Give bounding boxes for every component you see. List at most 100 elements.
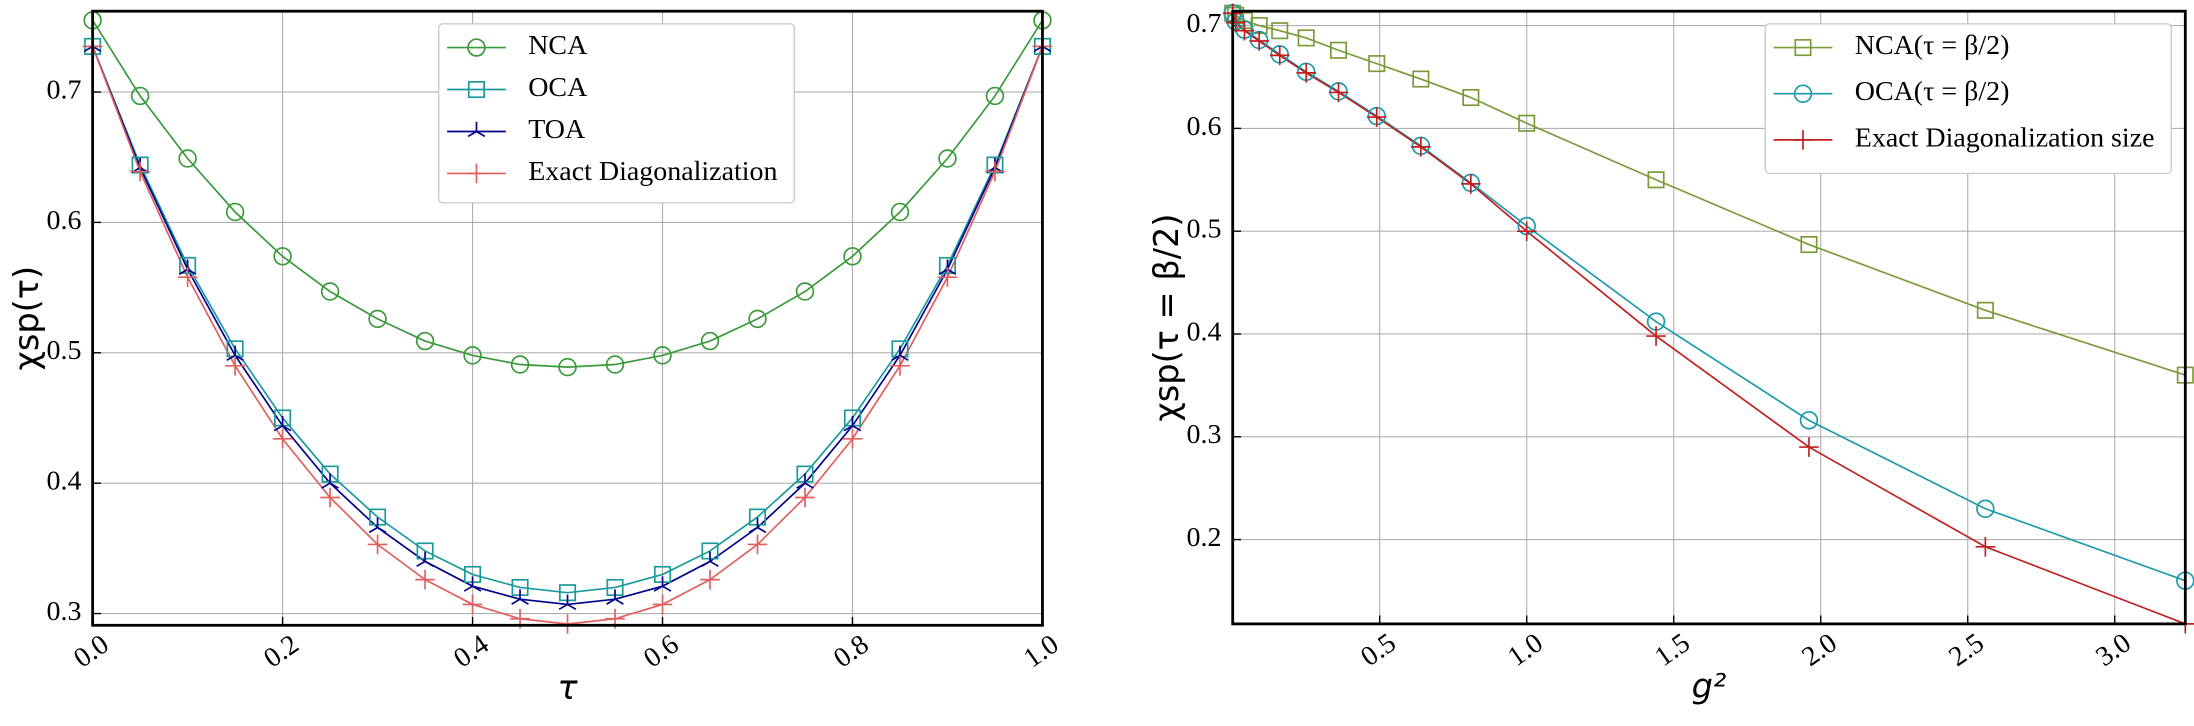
marker-plus	[1328, 82, 1349, 103]
marker-plus	[415, 569, 435, 590]
x-tick-label: 2.5	[1943, 627, 1989, 672]
marker-plus	[1249, 31, 1269, 51]
x-tick-label: 1.5	[1649, 627, 1695, 672]
marker-square	[1462, 89, 1480, 107]
legend: NCA(τ = β/2) OCA(τ = β/2) Exact Diagonaliz…	[1764, 23, 2173, 175]
marker-plus	[937, 267, 958, 287]
marker-plus	[1234, 20, 1255, 41]
y-tick-label: 0.4	[46, 466, 81, 497]
marker-tri	[606, 589, 624, 605]
x-tick-label: 2.0	[1796, 627, 1842, 672]
marker-plus	[1646, 326, 1666, 346]
marker-plus	[177, 267, 198, 287]
x-tick-label: 0.5	[1355, 627, 1401, 672]
marker-plus	[1516, 221, 1537, 241]
marker-plus	[652, 594, 673, 615]
plot-frame	[1231, 9, 2187, 626]
legend-label: NCA	[528, 30, 587, 61]
marker-square	[1794, 39, 1812, 57]
marker-tri	[891, 345, 909, 362]
marker-plus	[1975, 536, 1996, 557]
marker-plus	[320, 487, 340, 508]
marker-tri	[226, 345, 244, 362]
y-tick-label: 0.5	[46, 335, 81, 366]
marker-circle	[467, 38, 486, 57]
marker-circle	[605, 355, 625, 374]
x-tick-label: 1.0	[1018, 629, 1064, 674]
marker-circle	[748, 309, 767, 329]
marker-plus	[1799, 437, 1819, 457]
legend-box	[437, 23, 796, 204]
marker-circle	[700, 331, 720, 351]
y-tick-label: 0.4	[1187, 316, 1222, 347]
marker-square	[467, 80, 485, 99]
marker-plus	[1411, 137, 1431, 157]
marker-circle	[795, 282, 815, 301]
marker-plus	[466, 163, 487, 184]
x-tick-label: 0.0	[68, 629, 114, 674]
marker-circle	[985, 86, 1005, 106]
marker-square	[1800, 236, 1818, 254]
marker-circle	[1976, 499, 1995, 518]
legend: NCA OCA TOA Exact Diagonalization	[437, 23, 796, 204]
marker-tri	[701, 551, 719, 568]
marker-tri	[796, 473, 814, 489]
marker-square	[1518, 114, 1536, 132]
marker-plus	[225, 356, 245, 376]
marker-circle	[558, 357, 577, 377]
marker-tri	[467, 121, 486, 138]
y-axis-label: χsp(τ)	[7, 266, 46, 371]
marker-circle	[225, 202, 245, 222]
y-tick-label: 0.3	[1187, 419, 1222, 450]
marker-plus	[272, 429, 293, 449]
y-tick-label: 0.6	[1187, 111, 1222, 142]
marker-circle	[178, 149, 197, 168]
plot-frame	[91, 9, 1044, 627]
marker-circle	[463, 346, 482, 365]
x-axis-label: τ	[557, 668, 578, 707]
x-tick-label: 0.2	[258, 629, 304, 674]
marker-square	[1976, 301, 1994, 319]
x-axis-label: g²	[1692, 667, 1727, 706]
marker-plus	[462, 594, 483, 615]
y-axis-label: χsp(τ = β/2)	[1147, 213, 1186, 421]
marker-square	[1330, 41, 1348, 59]
x-tick-label: 0.6	[638, 629, 684, 674]
series-line	[92, 46, 1043, 594]
marker-plus	[842, 429, 863, 449]
marker-circle	[415, 331, 435, 351]
marker-plus	[890, 356, 910, 376]
x-tick-label: 1.0	[1502, 627, 1548, 672]
marker-square	[1297, 29, 1315, 47]
series-line	[92, 19, 1043, 368]
legend-label: TOA	[528, 114, 585, 145]
marker-tri	[463, 576, 482, 592]
x-tick-label: 0.4	[448, 629, 494, 674]
marker-tri	[416, 551, 434, 568]
marker-plus	[130, 161, 150, 182]
marker-circle	[510, 355, 530, 374]
marker-tri	[748, 517, 767, 534]
marker-tri	[273, 416, 292, 432]
marker-tri	[321, 473, 339, 489]
marker-circle	[890, 202, 910, 222]
y-tick-label: 0.2	[1187, 522, 1222, 553]
legend-label: Exact Diagonalization size	[1855, 122, 2155, 153]
marker-plus	[1461, 174, 1481, 194]
marker-square	[1412, 70, 1430, 88]
marker-circle	[320, 282, 340, 301]
legend-label: OCA(τ = β/2)	[1855, 76, 2010, 107]
marker-plus	[985, 161, 1005, 182]
marker-circle	[1799, 411, 1819, 430]
marker-plus	[795, 487, 815, 508]
y-tick-label: 0.7	[1187, 8, 1222, 39]
marker-tri	[653, 576, 672, 592]
legend-box	[1764, 23, 2173, 175]
marker-square	[1368, 55, 1386, 73]
marker-plus	[700, 569, 720, 590]
marker-square	[1271, 22, 1289, 40]
marker-tri	[368, 517, 387, 534]
marker-plus	[1793, 130, 1813, 150]
